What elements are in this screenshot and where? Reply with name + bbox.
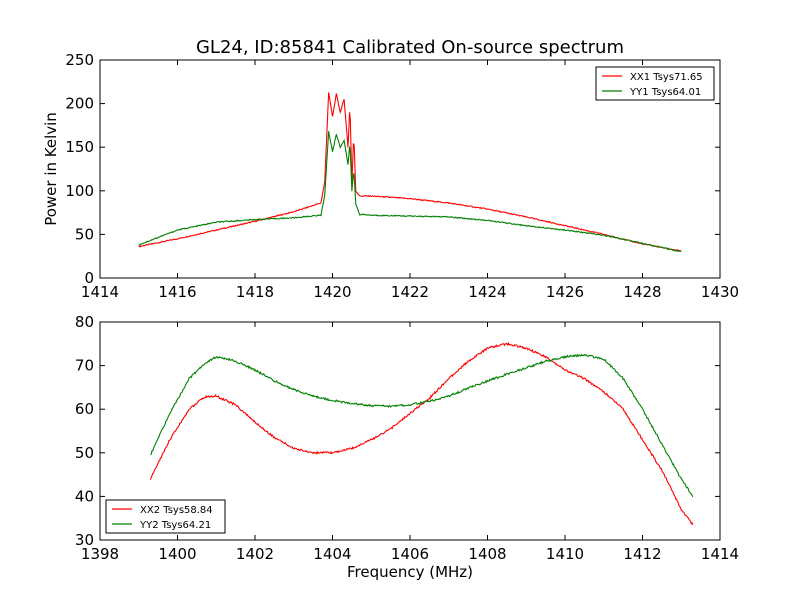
y-tick-label: 60 — [75, 400, 94, 418]
x-tick-label: 1424 — [468, 283, 506, 301]
y-tick-label: 50 — [75, 444, 94, 462]
x-tick-label: 1412 — [623, 545, 661, 563]
x-tick-label: 1406 — [391, 545, 429, 563]
legend: XX2 Tsys58.84 YY2 Tsys64.21 — [105, 499, 226, 534]
y-tick-label: 40 — [75, 487, 94, 505]
x-tick-label: 1404 — [313, 545, 351, 563]
plots-group: 1414 1416 1418 1420 1422 1424 1426 1428 14300501… — [65, 51, 739, 563]
x-tick-label: 1420 — [313, 283, 351, 301]
x-tick-label: 1402 — [236, 545, 274, 563]
y-tick-label: 70 — [75, 357, 94, 375]
x-tick-label: 1418 — [236, 283, 274, 301]
legend-label: XX2 Tsys58.84 — [140, 505, 213, 516]
y-tick-label: 0 — [84, 269, 94, 287]
y-tick-label: 30 — [75, 531, 94, 549]
legend: XX1 Tsys71.65 YY1 Tsys64.01 — [595, 66, 715, 101]
x-tick-label: 1410 — [546, 545, 584, 563]
x-tick-label: 1408 — [468, 545, 506, 563]
x-tick-label: 1400 — [158, 545, 196, 563]
series-group — [149, 341, 694, 525]
legend-label: XX1 Tsys71.65 — [630, 72, 703, 83]
series-line-yy2 — [150, 353, 694, 498]
y-tick-label: 100 — [65, 182, 94, 200]
figure-title: GL24, ID:85841 Calibrated On-source spec… — [196, 37, 624, 58]
x-tick-label: 1414 — [701, 545, 739, 563]
x-axis-label: Frequency (MHz) — [347, 563, 473, 581]
y-axis-label: Power in Kelvin — [42, 112, 60, 226]
series-line-xx2 — [149, 341, 694, 525]
legend-label: YY2 Tsys64.21 — [139, 520, 211, 531]
y-tick-label: 80 — [75, 313, 94, 331]
y-tick-label: 200 — [65, 95, 94, 113]
x-tick-label: 1428 — [623, 283, 661, 301]
x-tick-label: 1422 — [391, 283, 429, 301]
y-tick-label: 150 — [65, 138, 94, 156]
x-tick-label: 1414 — [81, 283, 119, 301]
plot-1: 1414 1416 1418 1420 1422 1424 1426 1428 1430 0 50 1… — [65, 51, 739, 301]
x-tick-label: 1416 — [158, 283, 196, 301]
x-tick-label: 1430 — [701, 283, 739, 301]
legend-box — [595, 66, 715, 101]
series-line-yy1 — [138, 131, 682, 253]
x-tick-label: 1398 — [81, 545, 119, 563]
legend-label: YY1 Tsys64.01 — [629, 87, 701, 98]
series-group — [138, 92, 682, 253]
plot-2: 1398 1400 1402 1404 1406 1408 1410 1412 1414 30 40… — [75, 313, 739, 563]
series-line-xx1 — [138, 92, 682, 252]
x-tick-label: 1426 — [546, 283, 584, 301]
legend-box — [105, 499, 226, 534]
y-tick-label: 50 — [75, 225, 94, 243]
y-tick-label: 250 — [65, 51, 94, 69]
